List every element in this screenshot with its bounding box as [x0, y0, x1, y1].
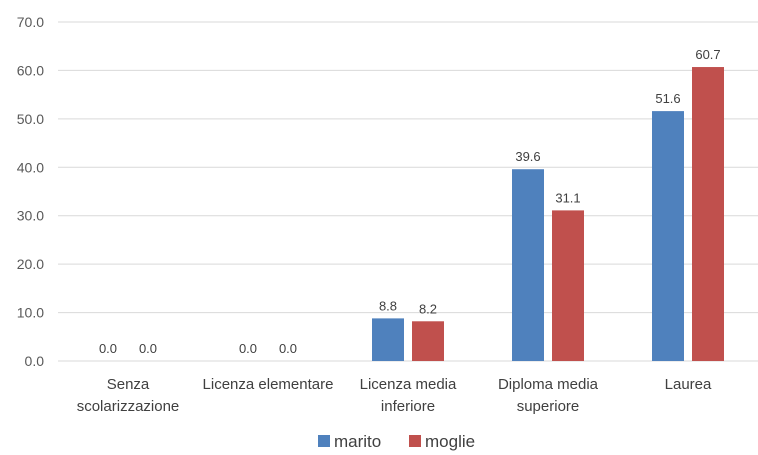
- data-label: 8.8: [379, 298, 397, 313]
- data-label: 0.0: [99, 341, 117, 356]
- bar-marito: [372, 318, 404, 361]
- data-label: 31.1: [555, 190, 580, 205]
- bar-moglie: [552, 210, 584, 361]
- bar-marito: [512, 169, 544, 361]
- bar-moglie: [692, 67, 724, 361]
- data-label: 0.0: [239, 341, 257, 356]
- data-label: 51.6: [655, 91, 680, 106]
- data-label: 8.2: [419, 301, 437, 316]
- legend-label: moglie: [425, 432, 475, 451]
- legend-label: marito: [334, 432, 381, 451]
- data-label: 0.0: [279, 341, 297, 356]
- y-tick-label: 50.0: [17, 111, 44, 127]
- y-tick-label: 40.0: [17, 159, 44, 175]
- data-label: 0.0: [139, 341, 157, 356]
- y-tick-label: 60.0: [17, 62, 44, 78]
- y-tick-label: 70.0: [17, 14, 44, 30]
- bar-marito: [652, 111, 684, 361]
- y-tick-label: 10.0: [17, 305, 44, 321]
- x-category-label: Licenza elementare: [203, 376, 334, 393]
- x-category-label: Laurea: [665, 376, 712, 393]
- data-labels: 0.0 0.0 0.0 0.0 8.8 8.2 39.6 31.1 51.6 60.7: [99, 47, 721, 356]
- x-category-label: Senza scolarizzazione: [77, 376, 180, 415]
- y-tick-label: 20.0: [17, 256, 44, 272]
- x-category-label: Diploma media superiore: [498, 376, 599, 415]
- x-axis-categories: Senza scolarizzazione Licenza elementare Li…: [77, 376, 712, 415]
- bar-moglie: [412, 321, 444, 361]
- data-label: 60.7: [695, 47, 720, 62]
- y-tick-label: 0.0: [25, 353, 45, 369]
- bars: [372, 67, 724, 361]
- legend-swatch-moglie: [409, 435, 421, 447]
- data-label: 39.6: [515, 149, 540, 164]
- gridlines: [58, 21, 758, 362]
- y-tick-label: 30.0: [17, 208, 44, 224]
- legend-swatch-marito: [318, 435, 330, 447]
- x-category-label: Licenza media inferiore: [360, 376, 457, 415]
- legend: marito moglie: [318, 432, 475, 451]
- y-axis-ticks: 0.0 10.0 20.0 30.0 40.0 50.0 60.0 70.0: [17, 14, 44, 369]
